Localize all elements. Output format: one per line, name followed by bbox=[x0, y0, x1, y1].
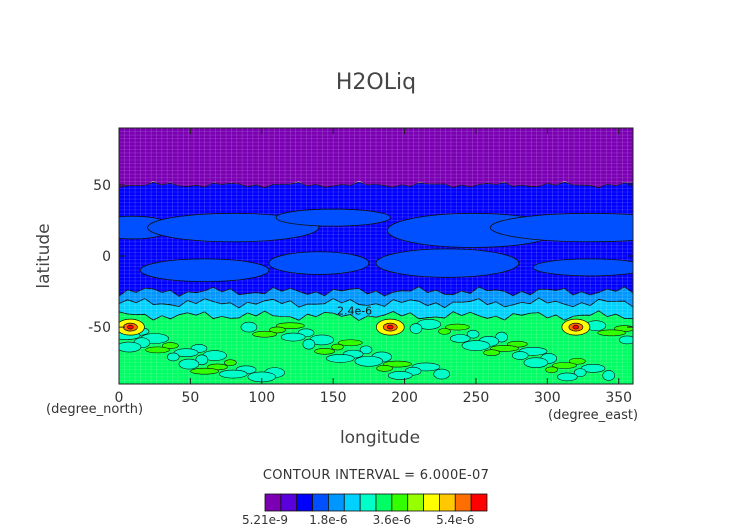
contour-blob bbox=[602, 370, 616, 381]
colorbar-swatch bbox=[328, 493, 345, 512]
contour-blob bbox=[445, 323, 470, 331]
colorbar-swatch bbox=[280, 493, 298, 512]
contour-blob bbox=[218, 369, 248, 379]
contour-blob bbox=[409, 323, 423, 334]
colorbar-swatch bbox=[359, 493, 377, 512]
contour-blob bbox=[387, 371, 413, 380]
contour-blob bbox=[173, 348, 199, 358]
chart-title: H2OLiq bbox=[335, 70, 417, 95]
contour-blob bbox=[195, 354, 209, 366]
contour-blob bbox=[269, 326, 286, 334]
x-tick-label: 300 bbox=[534, 390, 561, 406]
colorbar-swatch bbox=[296, 493, 313, 512]
contour-blob bbox=[490, 345, 519, 352]
contour-blob bbox=[438, 328, 451, 335]
contour-blob bbox=[268, 251, 370, 275]
y-tick-label: -50 bbox=[88, 320, 111, 336]
contour-interval-text: CONTOUR INTERVAL = 6.000E-07 bbox=[262, 468, 490, 483]
colorbar-swatch bbox=[312, 493, 329, 512]
contour-blob bbox=[302, 338, 316, 350]
contour-blob bbox=[178, 358, 200, 370]
contour-blob bbox=[147, 212, 320, 243]
contour-blob bbox=[383, 360, 412, 368]
x-tick-label: 350 bbox=[605, 390, 632, 406]
contour-blob bbox=[466, 329, 480, 339]
contour-blob bbox=[573, 368, 587, 377]
y-tick-label: 50 bbox=[93, 178, 111, 194]
contour-blob bbox=[331, 343, 344, 351]
colorbar-swatch bbox=[343, 493, 361, 512]
colorbar-swatch bbox=[391, 493, 409, 512]
contour-blob bbox=[275, 208, 391, 227]
contour-blob bbox=[461, 340, 491, 351]
colorbar-tick-label: 3.6e-6 bbox=[373, 513, 411, 527]
contour-blob bbox=[337, 339, 363, 347]
colorbar-swatch bbox=[375, 493, 393, 512]
colorbar-tick-label: 5.4e-6 bbox=[436, 513, 474, 527]
contour-blob bbox=[557, 372, 578, 382]
x-tick-label: 250 bbox=[463, 390, 490, 406]
contour-blob bbox=[252, 330, 277, 338]
colorbar-tick-label: 1.8e-6 bbox=[309, 513, 347, 527]
contour-blob bbox=[597, 329, 626, 337]
x-tick-label: 0 bbox=[115, 390, 124, 406]
contour-blob bbox=[489, 212, 633, 243]
contour-blob bbox=[145, 346, 170, 354]
contour-blob bbox=[618, 335, 633, 345]
x-axis-units: (degree_east) bbox=[548, 408, 639, 423]
contour-blob bbox=[376, 365, 393, 372]
contour-blob bbox=[495, 331, 508, 343]
x-tick-label: 100 bbox=[248, 390, 275, 406]
contour-blob bbox=[276, 322, 305, 329]
contour-band bbox=[119, 128, 633, 189]
y-tick-label: 0 bbox=[102, 249, 111, 265]
contour-blob bbox=[545, 366, 558, 374]
highlight-core bbox=[127, 324, 134, 330]
contour-blob bbox=[326, 354, 355, 363]
contour-blob bbox=[166, 352, 180, 362]
contour-blob bbox=[483, 349, 500, 357]
contour-blob bbox=[359, 345, 373, 355]
highlight-core bbox=[572, 324, 580, 330]
colorbar-swatch bbox=[264, 493, 282, 512]
contour-blob bbox=[119, 341, 142, 353]
colorbar-swatch bbox=[439, 493, 456, 512]
colorbar-swatch bbox=[454, 493, 472, 512]
x-tick-label: 150 bbox=[320, 390, 347, 406]
contour-blob bbox=[140, 258, 270, 283]
contour-blob bbox=[580, 364, 606, 373]
contour-blob bbox=[523, 357, 549, 368]
contour-blob bbox=[224, 359, 237, 366]
contour-blob bbox=[433, 368, 450, 380]
contour-blob bbox=[162, 342, 179, 349]
contour-blob bbox=[375, 248, 520, 278]
x-tick-label: 200 bbox=[391, 390, 418, 406]
contour-blob bbox=[569, 357, 586, 365]
contour-blob bbox=[354, 355, 384, 367]
x-tick-label: 50 bbox=[181, 390, 199, 406]
colorbar-swatch bbox=[423, 493, 440, 512]
contour-blob bbox=[511, 351, 529, 360]
contour-blob bbox=[532, 258, 633, 277]
y-axis-units: (degree_north) bbox=[46, 402, 144, 417]
contour-blob bbox=[552, 362, 577, 369]
contour-blob bbox=[240, 321, 258, 333]
colorbar-swatch bbox=[407, 493, 424, 512]
contour-blob bbox=[280, 332, 306, 342]
colorbar-tick-label: 5.21e-9 bbox=[242, 513, 288, 527]
contour-blob bbox=[449, 334, 471, 343]
contour-label: 2.4e-6 bbox=[337, 304, 372, 317]
highlight-core bbox=[386, 324, 394, 330]
contour-blob bbox=[190, 367, 219, 375]
contour-blob bbox=[314, 347, 335, 355]
x-axis-label: longitude bbox=[339, 428, 421, 448]
colorbar-swatch bbox=[470, 493, 488, 512]
